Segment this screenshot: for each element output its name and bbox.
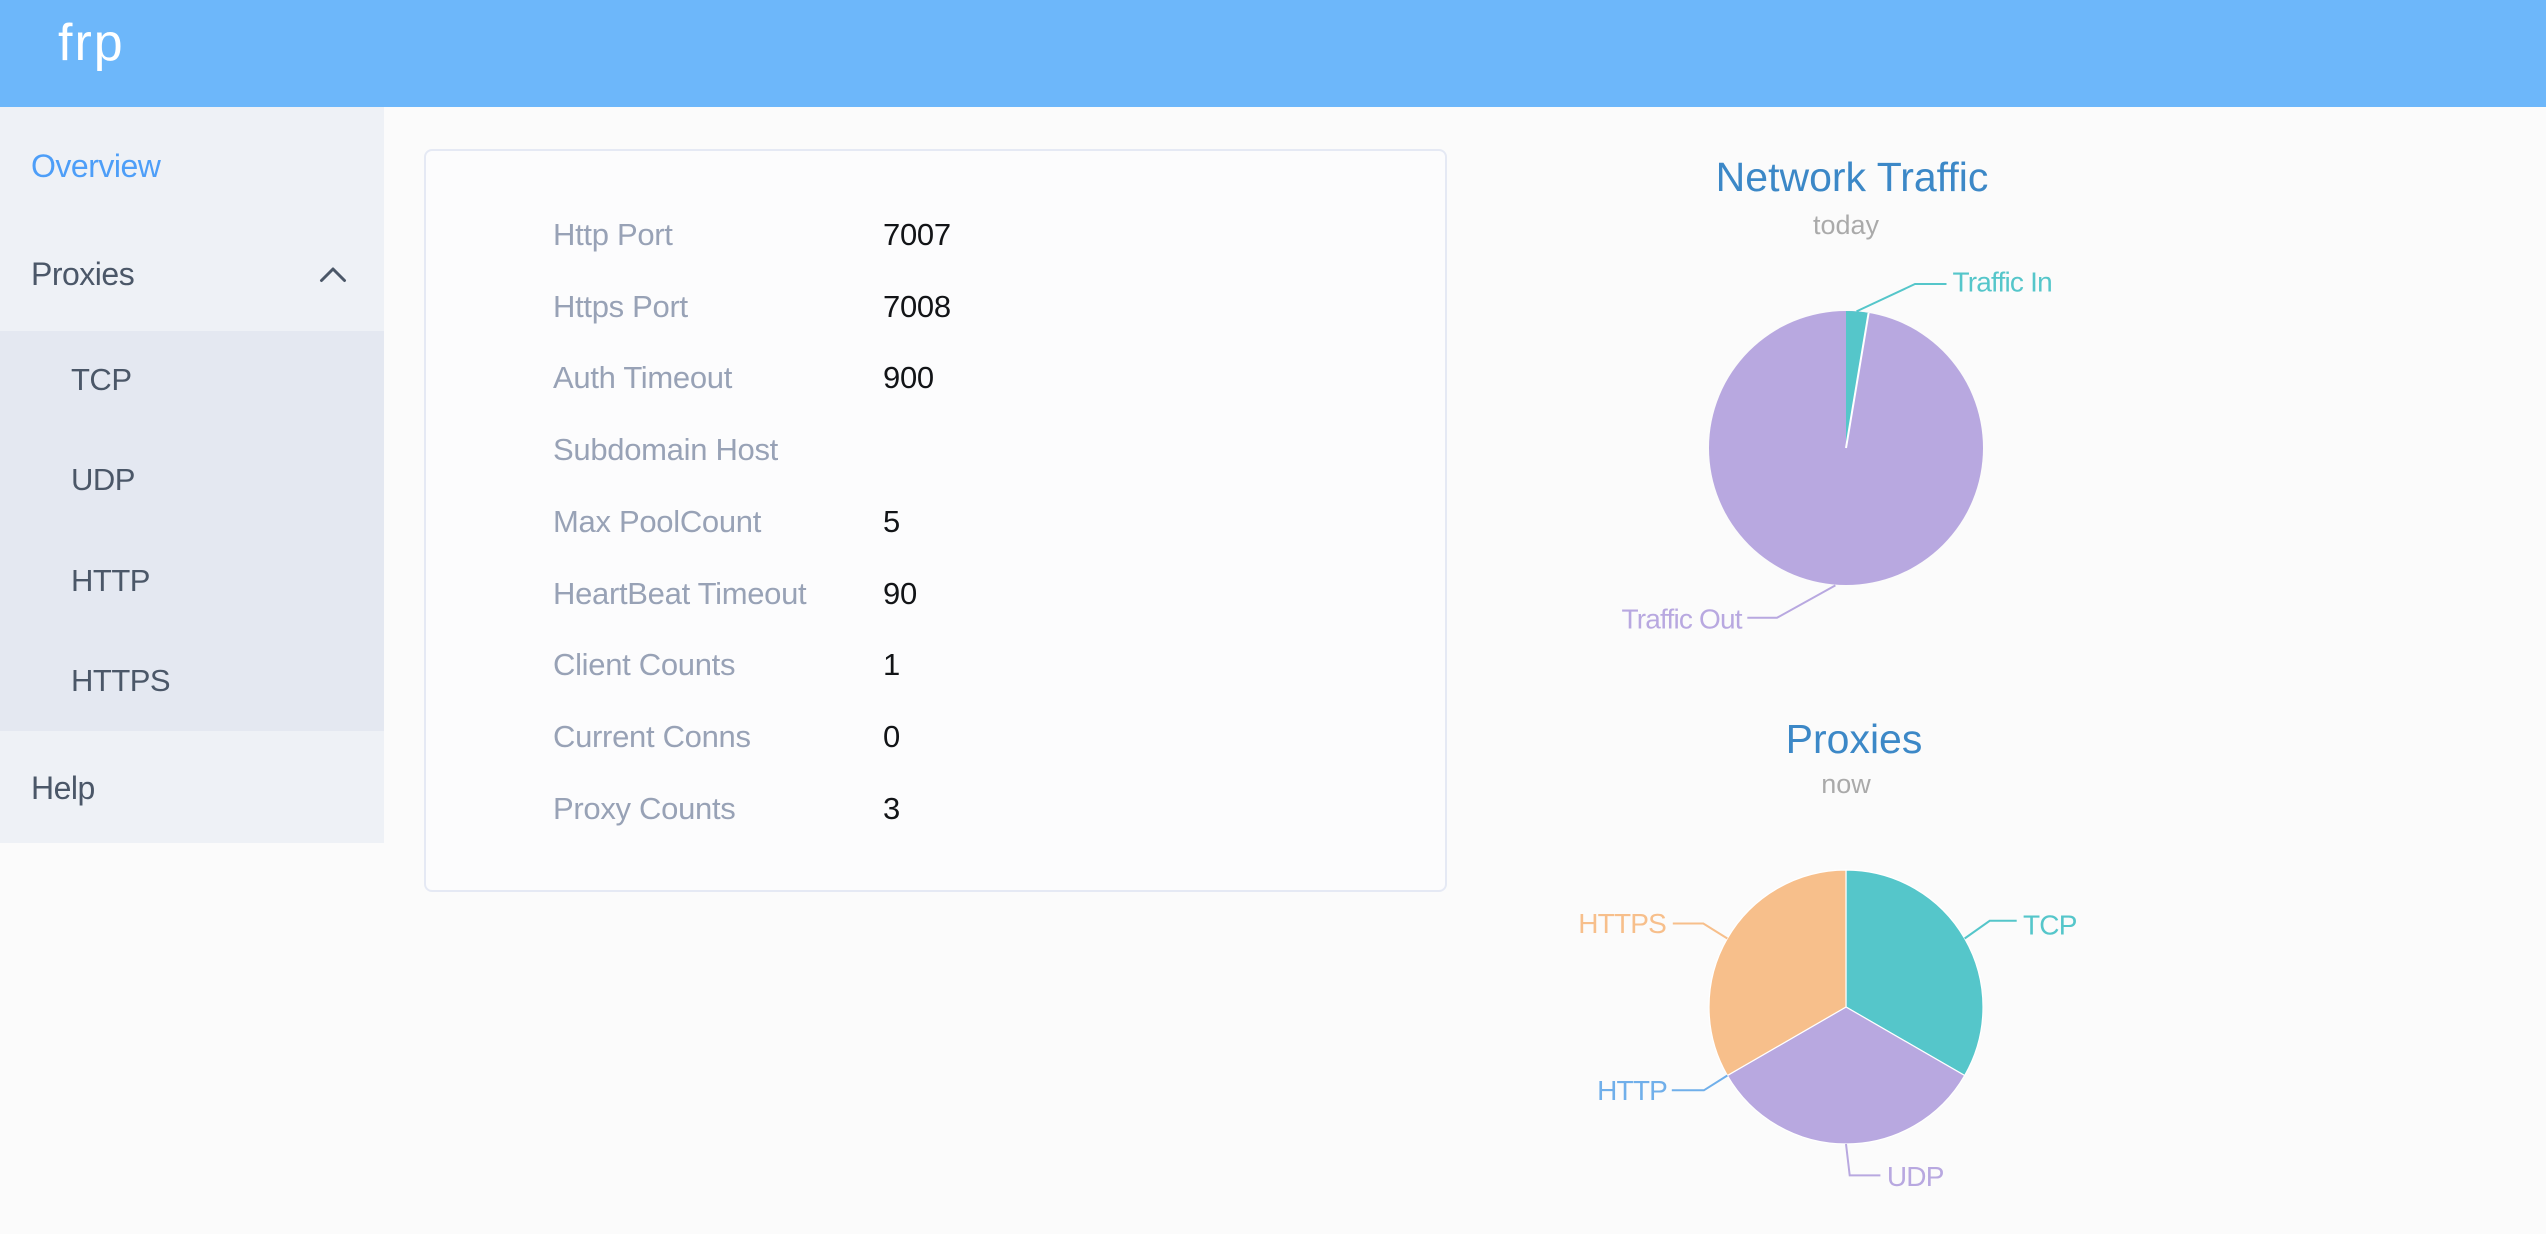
- svg-text:now: now: [1821, 769, 1871, 799]
- svg-text:Traffic Out: Traffic Out: [1621, 603, 1742, 634]
- svg-text:TCP: TCP: [2023, 909, 2077, 940]
- svg-text:Traffic In: Traffic In: [1953, 266, 2052, 297]
- svg-text:today: today: [1813, 210, 1880, 240]
- svg-text:HTTPS: HTTPS: [1578, 908, 1666, 939]
- svg-text:UDP: UDP: [1887, 1161, 1944, 1192]
- svg-text:HTTP: HTTP: [1597, 1075, 1667, 1106]
- svg-text:Network Traffic: Network Traffic: [1716, 154, 1989, 200]
- svg-text:Proxies: Proxies: [1786, 716, 1923, 762]
